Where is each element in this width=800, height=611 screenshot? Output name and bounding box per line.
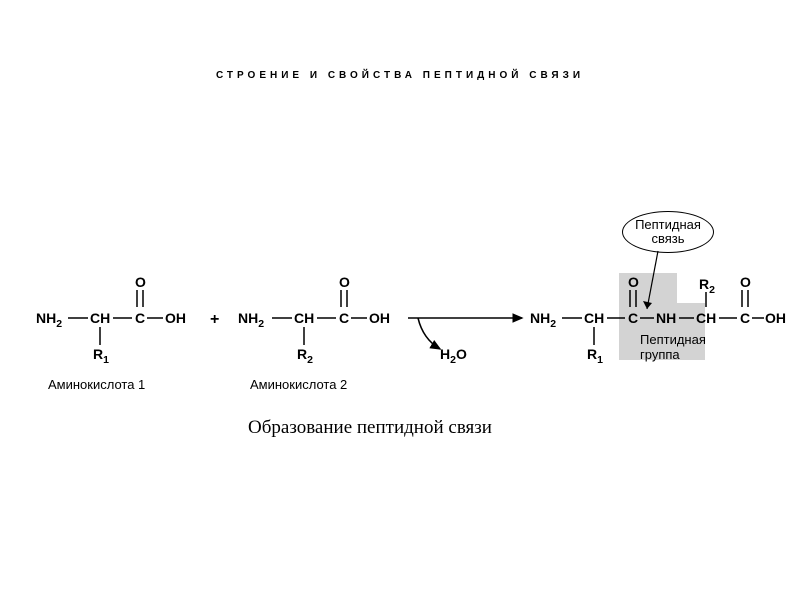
- figure-caption: Образование пептидной связи: [248, 417, 492, 439]
- aa2-label: Аминокислота 2: [250, 377, 347, 392]
- page-title: СТРОЕНИЕ И СВОЙСТВА ПЕПТИДНОЙ СВЯЗИ: [0, 0, 800, 81]
- peptide-group-label: Пептидная группа: [640, 333, 706, 363]
- aa1-label: Аминокислота 1: [48, 377, 145, 392]
- diagram-canvas: Пептидная связь NH2 CH C O OH R1 + NH2 C…: [0, 81, 800, 611]
